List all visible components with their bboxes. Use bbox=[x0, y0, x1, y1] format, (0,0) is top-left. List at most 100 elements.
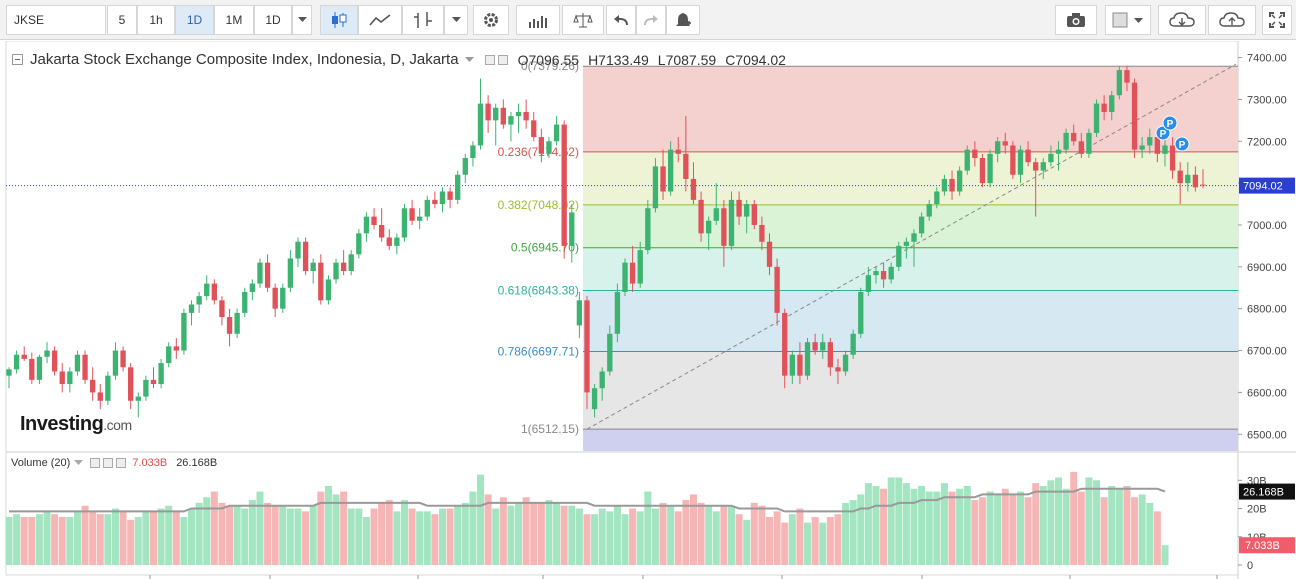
screenshot-button[interactable] bbox=[1055, 5, 1097, 35]
volume-bar bbox=[149, 511, 157, 565]
eye-icon[interactable] bbox=[90, 458, 101, 468]
volume-bar bbox=[1070, 471, 1078, 565]
candle-body bbox=[1169, 145, 1176, 171]
pivot-marker-label: P bbox=[1167, 119, 1174, 130]
candle-body bbox=[51, 350, 58, 372]
fib-level-label: 0.618(6843.38) bbox=[498, 284, 579, 298]
candle-body bbox=[934, 191, 940, 205]
interval-dropdown-button[interactable] bbox=[292, 5, 312, 35]
interval-5-button[interactable]: 5 bbox=[107, 5, 137, 35]
bars-button[interactable] bbox=[402, 5, 444, 35]
volume-bar bbox=[218, 502, 226, 565]
price-tick-label: 6900.00 bbox=[1247, 262, 1287, 274]
volume-bar bbox=[834, 514, 842, 565]
candle-body bbox=[211, 283, 217, 301]
bars-icon bbox=[414, 12, 432, 28]
volume-bar bbox=[499, 497, 507, 565]
candle-body bbox=[629, 262, 636, 284]
candle-body bbox=[607, 333, 613, 372]
redo-button[interactable] bbox=[636, 5, 666, 35]
candle-body bbox=[995, 141, 1001, 154]
candle-body bbox=[1071, 132, 1077, 142]
volume-bar bbox=[416, 511, 424, 565]
close-icon[interactable] bbox=[116, 458, 127, 468]
candle-body bbox=[1147, 137, 1153, 146]
collapse-toggle-icon[interactable] bbox=[12, 54, 23, 65]
volume-ma-value: 26.168B bbox=[176, 457, 218, 469]
candle-body bbox=[1017, 149, 1024, 175]
cloud-download-button[interactable] bbox=[1158, 5, 1206, 35]
candle-body bbox=[120, 350, 126, 368]
interval-custom-button[interactable]: 1D bbox=[254, 5, 292, 35]
volume-bars-button[interactable] bbox=[516, 5, 560, 35]
volume-bar bbox=[667, 505, 675, 565]
ohlc-values: O7096.55 H7133.49 L7087.59 C7094.02 bbox=[518, 52, 795, 68]
candle-body bbox=[143, 379, 149, 397]
volume-bar bbox=[864, 483, 872, 565]
cloud-upload-icon bbox=[1219, 12, 1245, 27]
eye-icon[interactable] bbox=[484, 54, 495, 65]
candle-body bbox=[926, 204, 932, 217]
pivot-marker-icon bbox=[1174, 136, 1190, 152]
candle-body bbox=[477, 103, 484, 146]
candle-body bbox=[74, 354, 81, 372]
fib-band bbox=[582, 151, 1238, 205]
volume-bar bbox=[986, 491, 994, 565]
volume-bar bbox=[910, 488, 918, 565]
candle-body bbox=[622, 262, 628, 292]
interval-1m-button[interactable]: 1M bbox=[214, 5, 254, 35]
fullscreen-button[interactable] bbox=[1262, 5, 1292, 35]
undo-button[interactable] bbox=[606, 5, 636, 35]
interval-1h-button[interactable]: 1h bbox=[137, 5, 175, 35]
volume-bar bbox=[1016, 491, 1024, 565]
series-title: Jakarta Stock Exchange Composite Index, … bbox=[30, 51, 459, 68]
candle-body bbox=[234, 312, 240, 334]
candle-body bbox=[135, 396, 141, 401]
gear-icon[interactable] bbox=[103, 458, 114, 468]
volume-bar bbox=[872, 485, 880, 565]
volume-bar bbox=[1153, 511, 1161, 565]
candle-body bbox=[394, 237, 400, 246]
candle-body bbox=[188, 304, 195, 313]
symbol-input[interactable] bbox=[6, 5, 106, 35]
candle-body bbox=[166, 346, 172, 364]
volume-legend: Volume (20) 7.033B 26.168B bbox=[11, 457, 217, 469]
indicators-button[interactable] bbox=[358, 5, 402, 35]
candle-body bbox=[67, 371, 73, 385]
volume-bar bbox=[507, 505, 515, 565]
volume-bar bbox=[956, 488, 964, 565]
cloud-download-icon bbox=[1169, 12, 1195, 27]
cloud-upload-button[interactable] bbox=[1208, 5, 1256, 35]
candle-body bbox=[690, 178, 697, 200]
candle-body bbox=[378, 224, 385, 238]
volume-bar bbox=[188, 508, 196, 565]
candle-body bbox=[1078, 141, 1084, 154]
candles-button[interactable] bbox=[320, 5, 358, 35]
chart-type-dropdown-button[interactable] bbox=[444, 5, 468, 35]
volume-bar bbox=[712, 511, 720, 565]
volume-bar bbox=[606, 511, 614, 565]
settings-button[interactable] bbox=[473, 5, 509, 35]
candle-body bbox=[249, 283, 256, 292]
volume-bar bbox=[598, 508, 606, 565]
interval-1d-button[interactable]: 1D bbox=[175, 5, 214, 35]
volume-bar bbox=[895, 477, 903, 565]
candle-body bbox=[82, 354, 88, 380]
alert-button[interactable] bbox=[666, 5, 700, 35]
volume-bar bbox=[1115, 488, 1123, 565]
close-value: C7094.02 bbox=[725, 51, 786, 68]
candle-body bbox=[645, 208, 651, 251]
gear-icon[interactable] bbox=[497, 54, 508, 65]
volume-bar bbox=[849, 500, 857, 565]
chevron-down-icon[interactable] bbox=[464, 56, 475, 64]
series-legend: Jakarta Stock Exchange Composite Index, … bbox=[12, 51, 795, 68]
candle-body bbox=[782, 312, 788, 376]
fib-level-label: 0.5(6945.70) bbox=[511, 241, 579, 255]
candle-body bbox=[515, 111, 522, 117]
volume-ma-line bbox=[9, 487, 1166, 513]
color-picker-button[interactable] bbox=[1105, 5, 1151, 35]
chart-canvas[interactable]: 0(7379.26) 0.236(7174.62) 0.382(7048.02) 0.… bbox=[0, 41, 1296, 579]
chevron-down-icon[interactable] bbox=[74, 459, 84, 467]
volume-bar bbox=[111, 508, 119, 565]
compare-button[interactable] bbox=[562, 5, 604, 35]
